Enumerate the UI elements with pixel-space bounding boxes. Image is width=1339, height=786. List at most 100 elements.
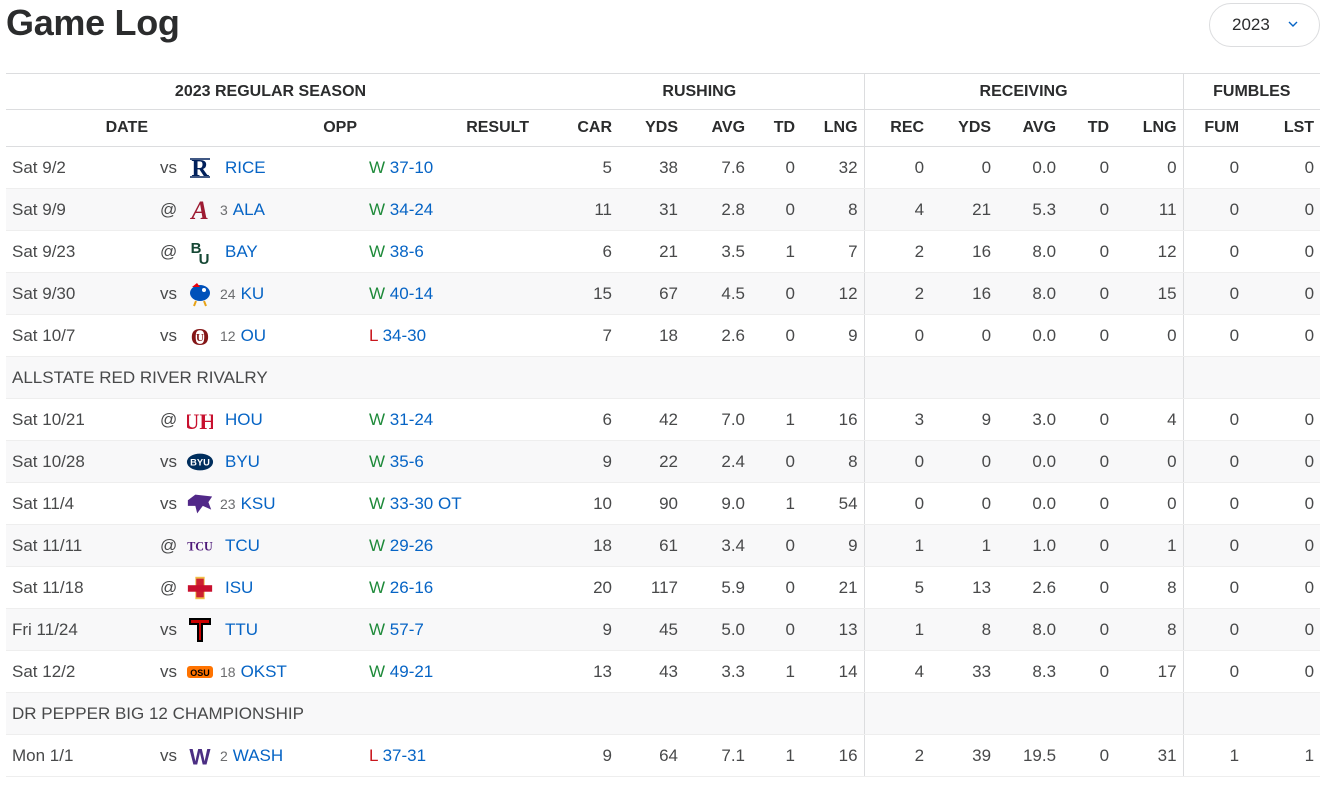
stat-rush-car: 20 [535,566,619,609]
opponent-link[interactable]: OU [240,325,267,345]
game-score-link[interactable]: 38-6 [389,241,424,261]
col-rush-car: CAR [535,109,619,147]
svg-text:OSU: OSU [190,668,210,678]
opponent-link[interactable]: BYU [225,451,260,471]
stat-fum: 0 [1183,272,1246,315]
alabama-logo-icon[interactable]: A [186,196,214,224]
win-loss-indicator: W [369,577,386,597]
game-score-link[interactable]: 31-24 [389,409,434,429]
home-away-indicator: @ [160,577,178,597]
stat-rec-avg: 0.0 [997,482,1063,525]
stat-rush-lng: 8 [801,440,865,483]
stat-rush-td: 1 [751,230,802,273]
stat-fum: 0 [1183,314,1246,357]
game-score-link[interactable]: 34-24 [389,199,434,219]
game-score-link[interactable]: 34-30 [382,325,427,345]
stat-rush-yds: 21 [618,230,685,273]
stat-rec-td: 0 [1062,230,1116,273]
kstate-logo-icon[interactable] [186,490,214,518]
win-loss-indicator: W [369,661,386,681]
stat-rec-lng: 12 [1115,230,1184,273]
win-loss-indicator: W [369,451,386,471]
tcu-logo-icon[interactable]: TCU [186,532,214,560]
stat-lst: 0 [1245,398,1321,441]
game-score-link[interactable]: 40-14 [389,283,434,303]
stat-rec-yds: 1 [930,524,998,567]
stat-rush-yds: 90 [618,482,685,525]
opponent-link[interactable]: KSU [240,493,276,513]
game-score-link[interactable]: 29-26 [389,535,434,555]
opponent-link[interactable]: ALA [232,199,265,219]
home-away-indicator: vs [160,493,177,513]
game-date: Mon 1/1 [6,734,154,777]
game-score-link[interactable]: 33-30 OT [389,493,462,513]
oklahoma-state-logo-icon[interactable]: OSU [186,658,214,686]
note-spacer [864,356,1184,399]
opponent-link[interactable]: WASH [232,745,284,765]
result-cell: W 57-7 [363,608,536,651]
opponent-cell: vs OSU 18 OKST [160,658,357,686]
stat-rush-td: 0 [751,608,802,651]
stat-fum: 0 [1183,566,1246,609]
col-rush-lng: LNG [801,109,865,147]
season-dropdown[interactable]: 2023 [1209,3,1320,47]
texas-tech-logo-icon[interactable] [186,616,214,644]
stat-rush-yds: 117 [618,566,685,609]
opponent-link[interactable]: BAY [225,241,258,261]
iowa-state-logo-icon[interactable] [186,574,214,602]
opponent-link[interactable]: RICE [225,157,266,177]
stat-rush-lng: 14 [801,650,865,693]
houston-logo-icon[interactable]: UH [186,406,214,434]
stat-rush-avg: 5.9 [684,566,752,609]
byu-logo-icon[interactable]: BYU [186,448,214,476]
stat-rush-avg: 3.5 [684,230,752,273]
svg-text:U: U [199,251,210,265]
opponent-rank: 2 [220,747,228,764]
stat-rush-car: 9 [535,608,619,651]
game-score-link[interactable]: 26-16 [389,577,434,597]
game-score-link[interactable]: 57-7 [389,619,424,639]
svg-text:W: W [189,744,211,768]
game-log-body: Sat 9/2 vs R RICE W 37-10 5 38 7.6 0 32 0 0 0.0… [6,146,1321,777]
stat-rush-yds: 42 [618,398,685,441]
win-loss-indicator: W [369,535,386,555]
stat-rush-lng: 8 [801,188,865,231]
opponent-cell: vs W 2 WASH [160,742,357,770]
kansas-logo-icon[interactable] [186,280,214,308]
opponent-link[interactable]: TTU [225,619,259,639]
stat-rec-td: 0 [1062,314,1116,357]
stat-rec-avg: 0.0 [997,440,1063,483]
stat-rush-car: 5 [535,146,619,189]
stat-rec-yds: 8 [930,608,998,651]
opponent-link[interactable]: TCU [225,535,260,555]
opponent-link[interactable]: ISU [225,577,254,597]
game-log-table-wrap: 2023 REGULAR SEASON RUSHING RECEIVING FU… [6,73,1321,777]
result-cell: W 38-6 [363,230,536,273]
washington-logo-icon[interactable]: W [186,742,214,770]
stat-rush-td: 0 [751,524,802,567]
stat-rec-rec: 2 [864,734,931,777]
opponent-link[interactable]: KU [240,283,265,303]
stat-rec-yds: 0 [930,146,998,189]
game-date: Sat 10/7 [6,314,154,357]
stat-rush-lng: 9 [801,314,865,357]
game-score-link[interactable]: 49-21 [389,661,434,681]
opponent-cell: @ TCU TCU [160,532,357,560]
win-loss-indicator: W [369,619,386,639]
game-score-link[interactable]: 37-31 [382,745,427,765]
stat-rec-yds: 13 [930,566,998,609]
game-score-link[interactable]: 35-6 [389,451,424,471]
stat-rec-yds: 16 [930,272,998,315]
rice-logo-icon[interactable]: R [186,154,214,182]
game-score-link[interactable]: 37-10 [389,157,434,177]
col-opp: OPP [154,109,363,147]
opponent-link[interactable]: HOU [225,409,263,429]
stat-rec-rec: 0 [864,146,931,189]
stat-rec-yds: 16 [930,230,998,273]
stat-lst: 0 [1245,230,1321,273]
opponent-link[interactable]: OKST [240,661,287,681]
stat-rush-td: 1 [751,734,802,777]
